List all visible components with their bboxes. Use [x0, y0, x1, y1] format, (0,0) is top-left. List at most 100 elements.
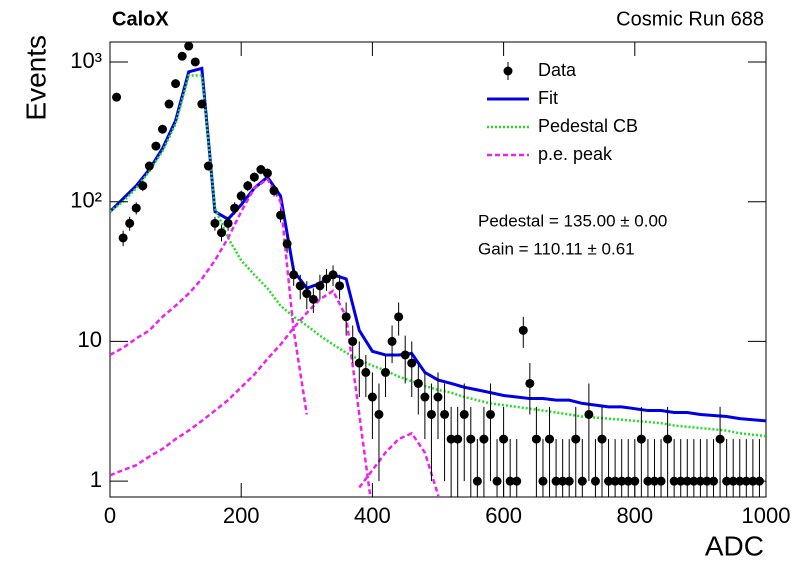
data-point — [249, 172, 259, 182]
data-point — [728, 476, 738, 486]
y-tick-label: 10 — [78, 327, 102, 352]
data-point — [643, 476, 653, 486]
data-point — [308, 294, 318, 304]
data-point — [433, 392, 443, 402]
data-point — [348, 336, 358, 346]
data-point — [446, 434, 456, 444]
x-axis-label: ADC — [705, 530, 764, 561]
data-point — [269, 186, 279, 196]
data-point — [590, 476, 600, 486]
y-tick-label: 10² — [70, 188, 102, 213]
data-point — [695, 476, 705, 486]
data-point — [171, 79, 181, 89]
data-point — [715, 434, 725, 444]
data-point — [262, 168, 272, 178]
fit-curve — [358, 431, 440, 497]
data-point — [190, 57, 200, 67]
data-point — [394, 312, 404, 322]
data-point — [138, 181, 148, 191]
x-tick-label: 800 — [616, 503, 653, 528]
data-point — [328, 270, 338, 280]
legend-label: p.e. peak — [538, 144, 613, 164]
data-point — [341, 312, 351, 322]
data-point — [676, 476, 686, 486]
data-point — [453, 434, 463, 444]
data-point — [472, 476, 482, 486]
data-point — [276, 210, 286, 220]
data-point — [321, 274, 331, 284]
x-tick-label: 200 — [223, 503, 260, 528]
x-tick-label: 1000 — [742, 503, 791, 528]
data-point — [354, 358, 364, 368]
data-point — [361, 367, 371, 377]
data-point — [197, 99, 207, 109]
data-point — [512, 476, 522, 486]
x-tick-label: 600 — [485, 503, 522, 528]
data-point — [571, 434, 581, 444]
data-point — [184, 42, 194, 51]
data-point — [558, 476, 568, 486]
data-point — [118, 233, 128, 243]
data-point — [545, 434, 555, 444]
data-point — [604, 476, 614, 486]
data-point — [400, 350, 410, 360]
data-point — [709, 476, 719, 486]
fit-curve — [110, 66, 766, 423]
data-point — [157, 124, 167, 134]
data-point — [125, 218, 135, 228]
data-point — [538, 476, 548, 486]
data-point — [649, 476, 659, 486]
data-point — [597, 434, 607, 444]
data-point — [203, 161, 213, 171]
y-tick-label: 10³ — [70, 48, 102, 73]
data-point — [551, 476, 561, 486]
data-point — [164, 99, 174, 109]
fit-curve — [110, 289, 372, 497]
data-point — [131, 203, 141, 213]
data-point — [610, 476, 620, 486]
legend-marker — [503, 66, 513, 76]
data-point — [636, 434, 646, 444]
data-point — [112, 92, 122, 102]
legend-label: Data — [538, 60, 577, 80]
data-point — [420, 392, 430, 402]
data-point — [289, 270, 299, 280]
data-point — [485, 409, 495, 419]
x-tick-label: 0 — [104, 503, 116, 528]
data-point — [630, 476, 640, 486]
fit-curve — [110, 177, 309, 415]
data-point — [623, 476, 633, 486]
data-point — [656, 476, 666, 486]
data-point — [217, 228, 227, 238]
data-point — [256, 165, 266, 175]
data-point — [584, 409, 594, 419]
data-point — [426, 409, 436, 419]
y-axis-label: Events — [20, 35, 51, 121]
data-point — [531, 434, 541, 444]
data-point — [177, 51, 187, 61]
annotation: Gain = 110.11 ± 0.61 — [478, 239, 635, 258]
data-point — [210, 218, 220, 228]
data-point — [499, 434, 509, 444]
chart-subtitle: Cosmic Run 688 — [616, 8, 764, 30]
legend-label: Fit — [538, 88, 558, 108]
data-point — [577, 476, 587, 486]
data-point — [387, 336, 397, 346]
data-point — [459, 409, 469, 419]
data-point — [295, 281, 305, 291]
x-tick-label: 400 — [354, 503, 391, 528]
data-point — [223, 218, 233, 228]
data-point — [367, 392, 377, 402]
data-point — [663, 434, 673, 444]
data-point — [505, 476, 515, 486]
legend-label: Pedestal CB — [538, 116, 638, 136]
data-point — [479, 434, 489, 444]
data-point — [144, 161, 154, 171]
data-point — [466, 434, 476, 444]
data-point — [525, 378, 535, 388]
chart-title: CaloX — [112, 8, 169, 30]
points — [112, 42, 764, 497]
data-point — [282, 239, 292, 249]
